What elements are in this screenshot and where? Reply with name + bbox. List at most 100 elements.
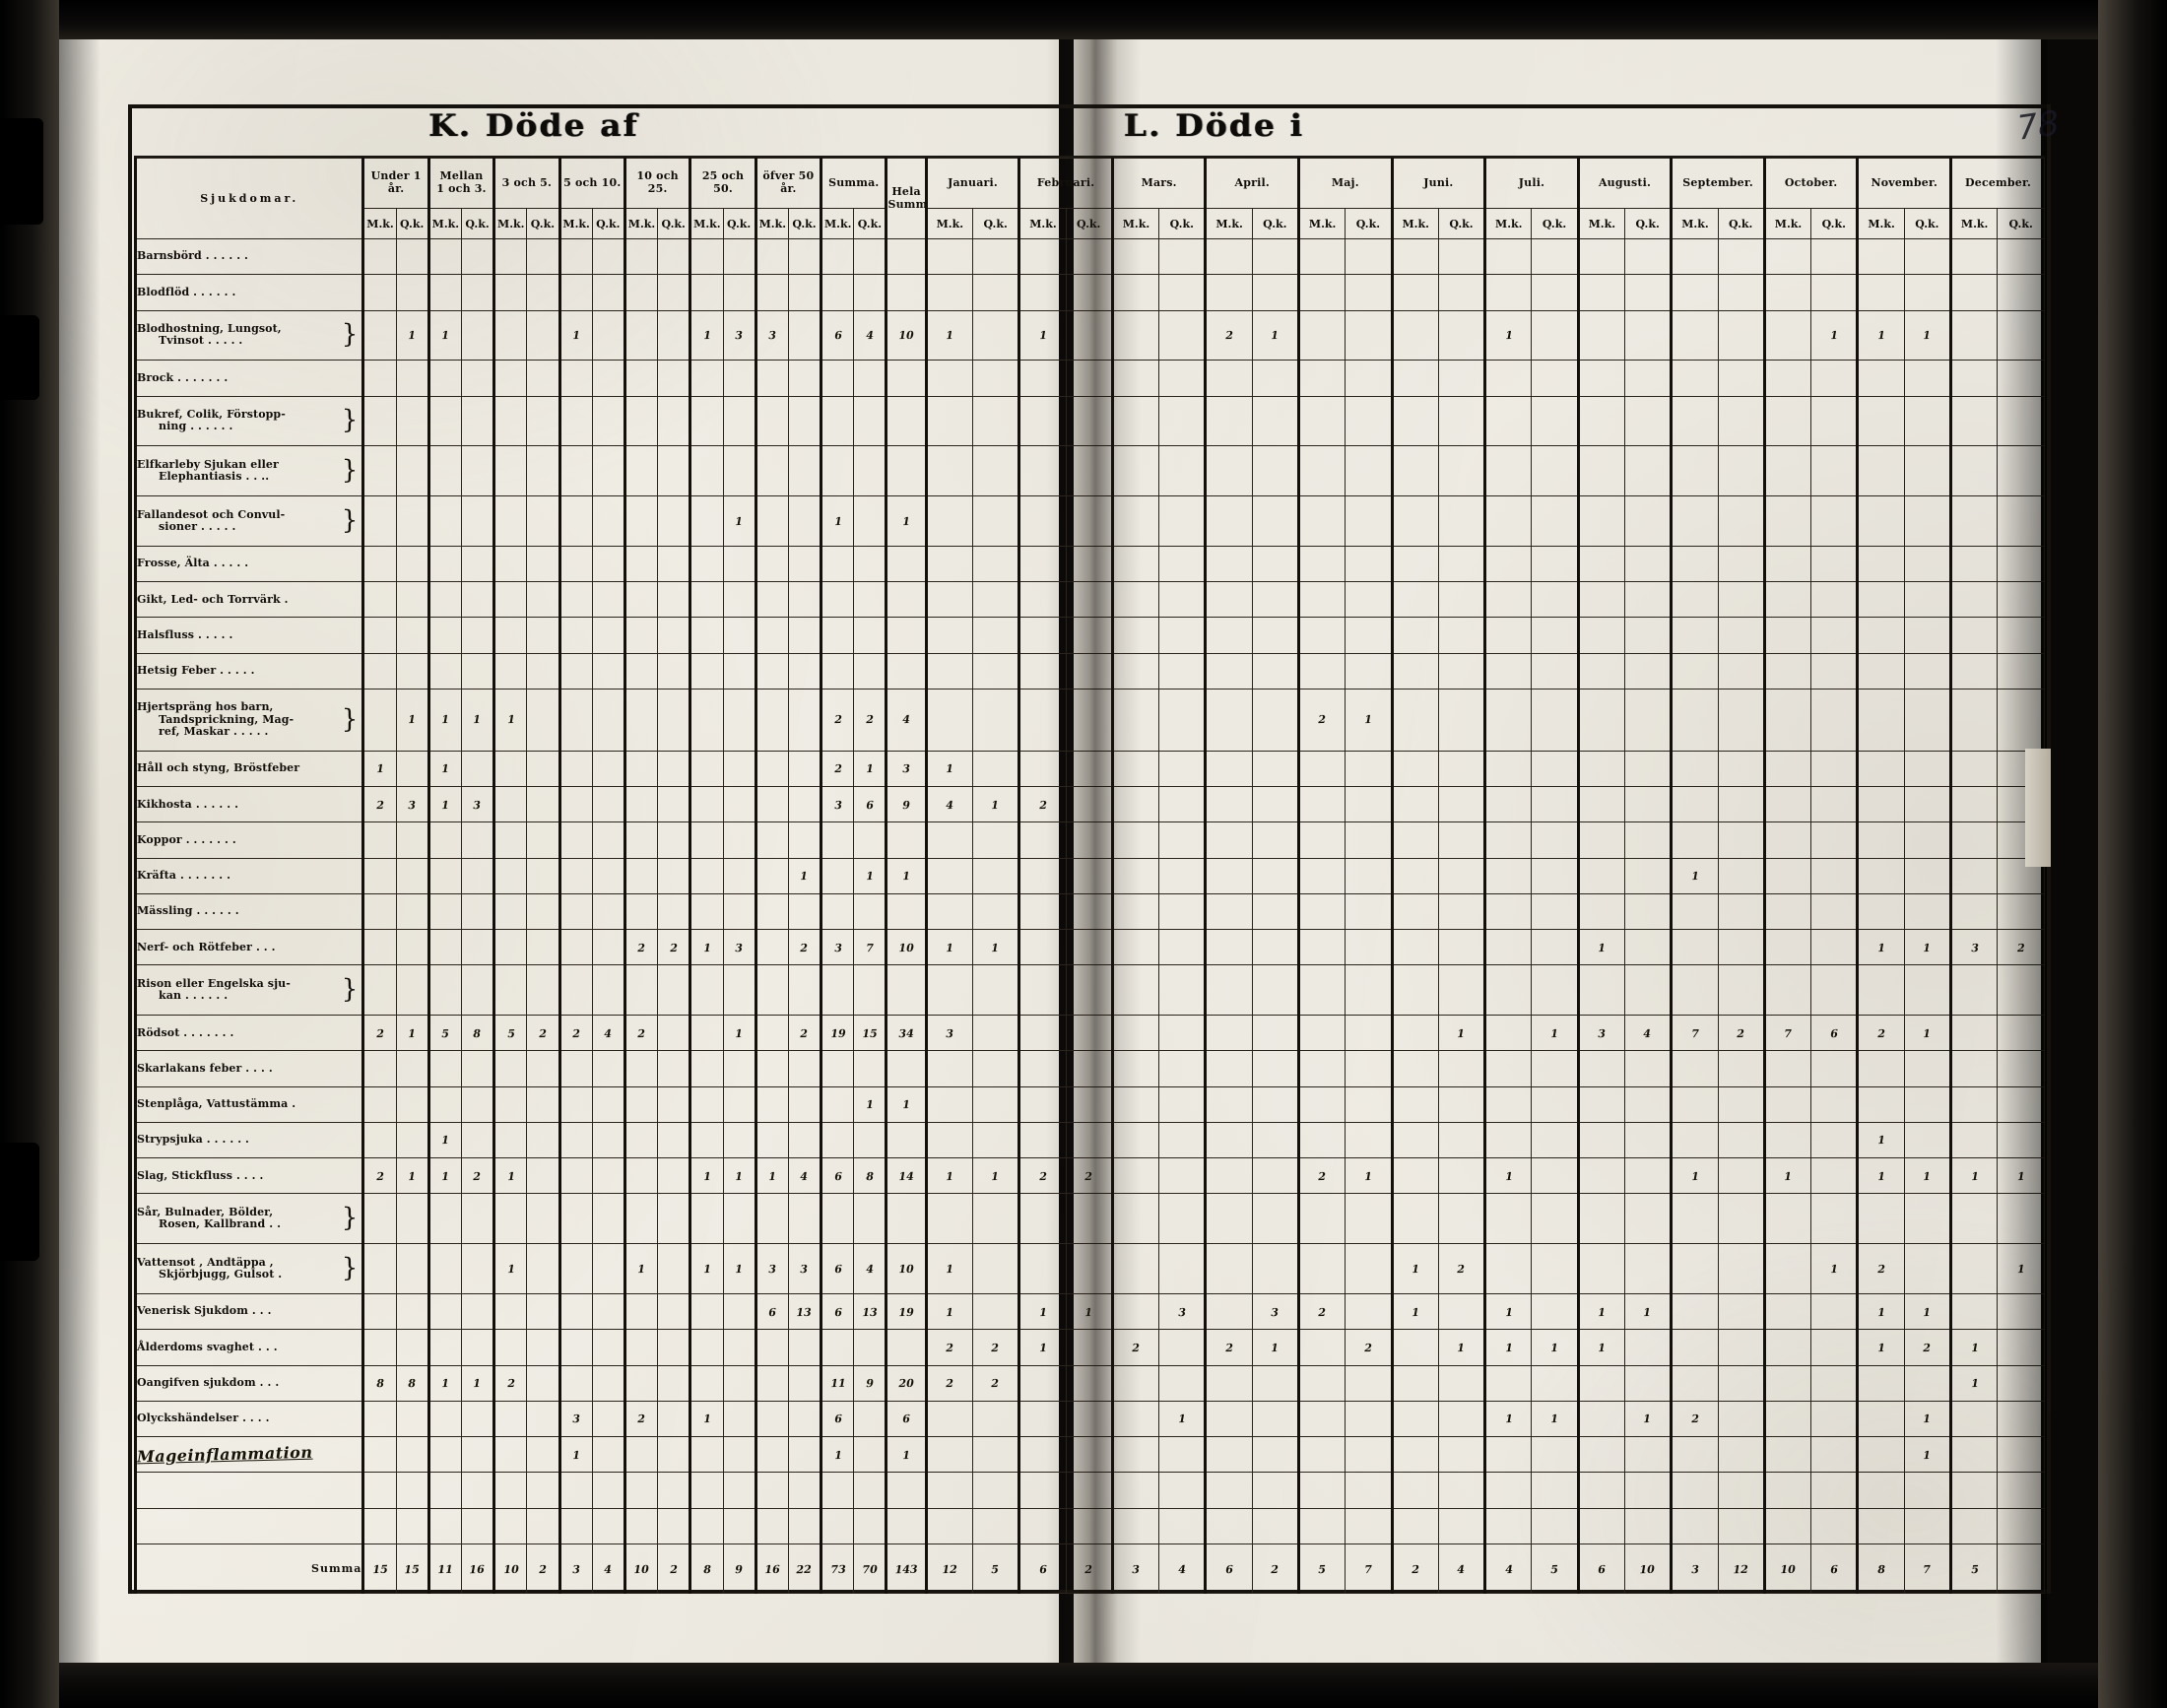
right-data-cell: 1 [1903,1157,1951,1195]
summa-right-cell: 3 [1111,1543,1160,1595]
right-data-cell [1345,1243,1393,1294]
right-data-cell [1531,1121,1579,1159]
right-data-cell [1345,1436,1393,1474]
right-data-cell [1950,1050,1999,1087]
right-data-cell [1903,1243,1952,1294]
left-data-cell [657,1364,691,1402]
left-data-cell: 6 [821,309,855,361]
left-data-cell: 6 [821,1243,855,1294]
right-data-cell [1997,892,2045,931]
left-data-cell: 13 [788,1293,821,1331]
right-data-cell [1949,688,1999,752]
right-data-cell [1810,395,1859,447]
right-data-cell [1623,309,1673,361]
left-data-cell [656,689,691,752]
left-data-cell [460,1243,495,1294]
right-data-cell [1950,238,1999,276]
left-data-cell [788,1085,821,1123]
left-data-cell [722,821,756,859]
left-data-cell [591,689,626,752]
right-data-cell [1298,238,1346,276]
left-data-cell [690,238,724,276]
left-data-cell: 1 [690,929,724,966]
right-data-cell [1018,929,1067,966]
right-data-cell [925,238,973,276]
left-data-cell [395,893,429,930]
left-data-cell [788,238,821,276]
left-data-cell [362,1243,397,1294]
right-data-cell: 2 [925,1364,973,1402]
left-data-cell: 1 [886,1085,927,1123]
left-data-cell: 4 [853,1243,887,1294]
right-data-cell [1624,1050,1673,1087]
disease-label-line: Rödsot . . . . . . . [137,1025,234,1039]
right-data-cell [1158,581,1207,619]
right-data-cell [1531,274,1579,311]
right-data-cell [1717,1085,1765,1123]
left-data-cell [624,652,658,690]
right-data-cell [1624,617,1673,654]
right-data-cell [1950,821,1999,859]
left-data-cell [624,309,659,361]
right-data-cell [1810,1157,1859,1195]
right-data-cell [1297,395,1346,447]
right-data-cell [1810,581,1859,619]
left-data-cell [624,617,658,654]
sex-header-mk: M.k. [361,208,397,239]
right-data-cell [1111,581,1159,619]
left-data-cell [755,652,789,690]
right-data-cell [1065,1121,1113,1159]
right-data-cell [1857,545,1905,583]
sex-header-qk: Q.k. [1623,208,1673,239]
left-data-cell [657,1436,691,1474]
right-data-cell [1484,857,1533,894]
right-data-cell [1857,238,1905,276]
sex-header-mk: M.k. [1856,208,1905,239]
right-data-cell [1158,1121,1207,1159]
summa-right-cell: 6 [1577,1543,1626,1595]
right-data-cell [1624,274,1673,311]
right-data-cell [1531,1364,1579,1402]
right-data-cell [1018,688,1067,752]
left-data-cell [526,1472,560,1509]
table-row: Elfkarleby Sjukan eller Elephantiasis . .… [133,445,2046,497]
right-data-cell [1717,1050,1765,1087]
right-data-cell [1809,688,1859,752]
right-data-cell [1624,1507,1673,1544]
disease-label-line: Bukref, Colik, Förstopp- [137,408,286,422]
right-data-cell [1624,750,1673,788]
right-data-cell [1671,1329,1719,1366]
right-data-cell: 1 [1577,1329,1625,1366]
right-data-cell [1531,892,1579,931]
group-october: October. [1762,158,1859,209]
title-band: K. Döde af L. Döde i 78 [134,103,2060,156]
left-data-cell [657,1193,691,1245]
left-data-cell [427,1193,462,1245]
left-data-cell [690,1293,724,1331]
disease-label: Slag, Stickfluss . . . . [133,1157,364,1195]
left-data-cell [657,821,691,859]
left-data-cell [657,1400,691,1437]
right-data-cell [1997,495,2046,547]
left-data-cell [558,445,593,496]
left-data-cell: 3 [461,786,495,823]
right-data-cell [1671,964,1719,1017]
left-data-cell: 1 [853,750,887,787]
left-data-cell [886,395,927,447]
right-data-cell: 6 [1810,1015,1859,1052]
left-data-cell [493,445,528,496]
summa-right-cell: 5 [1531,1543,1579,1595]
right-data-cell: 2 [972,1364,1020,1402]
right-data-cell [1018,1364,1067,1402]
disease-label: Blodhostning, Lungsot, Tvinsot . . . . .} [133,309,364,361]
left-data-cell [755,786,789,823]
disease-label: Mageinflammation [133,1436,364,1474]
right-data-cell: 1 [1671,857,1719,894]
left-data-cell [427,495,462,547]
left-data-cell [755,617,789,654]
right-data-cell [1205,495,1253,547]
summa-right-cell: 2 [1251,1543,1300,1595]
right-data-cell [1251,857,1299,894]
left-data-cell [591,821,625,859]
